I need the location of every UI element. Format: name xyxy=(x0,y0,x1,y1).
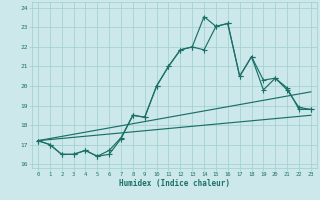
X-axis label: Humidex (Indice chaleur): Humidex (Indice chaleur) xyxy=(119,179,230,188)
